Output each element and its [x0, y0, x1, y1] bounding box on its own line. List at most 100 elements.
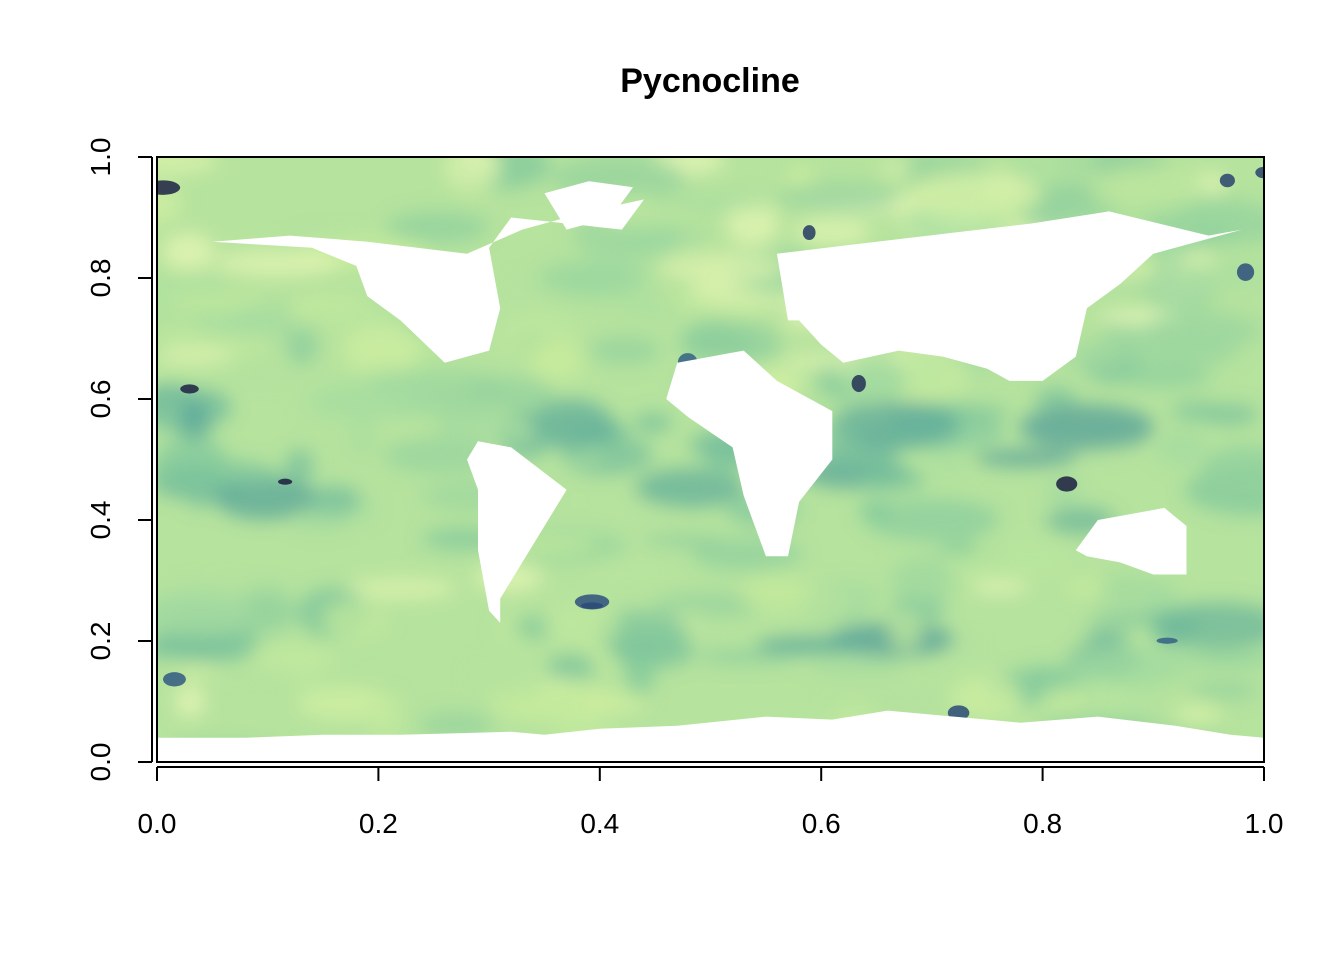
raster-cell: [214, 249, 343, 278]
y-tick-label: 0.8: [85, 259, 116, 298]
raster-cell: [341, 323, 420, 376]
raster-cell: [1019, 404, 1155, 451]
raster-cell: [544, 653, 597, 680]
raster-cell: [1034, 386, 1077, 412]
raster-cell: [236, 585, 296, 636]
raster-cell: [645, 194, 767, 212]
y-tick-label: 0.2: [85, 622, 116, 661]
raster-cell-dark: [574, 594, 610, 610]
raster-cell: [831, 400, 960, 450]
land-mask: [157, 181, 1264, 762]
raster-cell: [1177, 196, 1262, 233]
raster-cell: [1004, 157, 1099, 186]
raster-cell: [346, 414, 378, 458]
raster-cell: [537, 260, 642, 296]
raster-cell-dark: [802, 225, 816, 241]
raster-cell: [346, 576, 458, 601]
raster-cell-dark: [180, 384, 199, 394]
raster-cell: [567, 449, 604, 465]
raster-cell: [255, 644, 337, 672]
raster-cell: [235, 704, 277, 726]
raster-cell: [157, 157, 220, 176]
raster-cell-dark: [162, 672, 186, 687]
raster-cell: [946, 541, 977, 556]
raster-cell: [634, 468, 745, 508]
raster-cell: [468, 655, 552, 698]
raster-cell: [622, 301, 681, 317]
raster-cell: [302, 485, 362, 516]
raster-cell: [1091, 163, 1211, 216]
raster-cell: [1068, 646, 1191, 687]
raster-cell: [290, 512, 350, 531]
land-mask-greenland: [544, 181, 633, 230]
raster-cell: [588, 336, 661, 365]
raster-cell: [644, 534, 727, 548]
raster-cell: [161, 232, 216, 271]
raster-cell: [865, 498, 1000, 542]
raster-cell-dark: [1156, 637, 1178, 644]
raster-cell: [174, 683, 206, 719]
raster-cell: [845, 356, 906, 405]
raster-cell: [578, 690, 648, 716]
land-mask-eurasia: [776, 211, 1242, 381]
raster-cell: [418, 711, 494, 739]
raster-cell: [1176, 262, 1264, 288]
raster-cell: [695, 650, 794, 664]
raster-cell: [165, 294, 271, 311]
raster-cell: [186, 480, 215, 509]
raster-cell: [859, 466, 926, 492]
raster-cell: [308, 382, 436, 422]
raster-cell: [157, 458, 278, 489]
raster-cell: [219, 365, 298, 382]
x-tick-label: 1.0: [1245, 808, 1284, 839]
raster-cell: [810, 655, 904, 674]
raster-cell: [157, 347, 235, 364]
raster-cell: [1202, 444, 1264, 490]
raster-cell: [434, 416, 542, 441]
raster-cell: [284, 449, 315, 484]
raster-cell: [633, 413, 673, 433]
land-mask-south-america: [467, 441, 567, 623]
raster-cell: [725, 201, 780, 246]
raster-cell: [1183, 650, 1264, 668]
x-tick-label: 0.8: [1023, 808, 1062, 839]
raster-cell: [658, 252, 787, 283]
raster-cell: [322, 600, 389, 641]
land-mask-africa: [666, 350, 833, 557]
raster-cell: [1066, 577, 1108, 598]
raster-cell-dark: [1056, 476, 1078, 492]
raster-cell: [1101, 314, 1141, 354]
x-axis: 0.0 0.2 0.4 0.6 0.8 1.0: [138, 766, 1284, 839]
raster-cell: [739, 574, 808, 610]
raster-cell: [1084, 628, 1130, 646]
x-tick-label: 0.0: [138, 808, 177, 839]
raster-cell: [443, 157, 501, 192]
y-tick-label: 0.4: [85, 501, 116, 540]
raster-cell: [1142, 310, 1260, 351]
plot-frame: [156, 156, 1265, 763]
x-tick-label: 0.2: [359, 808, 398, 839]
raster-cell: [889, 610, 922, 651]
raster-cell: [360, 369, 437, 383]
raster-cell: [157, 589, 254, 636]
raster-blotches: [157, 157, 1264, 762]
y-axis: 0.0 0.2 0.4 0.6 0.8 1.0: [85, 138, 153, 781]
raster-cell: [653, 592, 767, 617]
raster-cell: [1188, 680, 1260, 701]
x-tick-label: 0.6: [802, 808, 841, 839]
raster-cell: [178, 661, 218, 677]
raster-cell: [858, 498, 892, 522]
raster-cell: [624, 648, 655, 698]
raster-cell: [1156, 430, 1208, 467]
raster-cell: [974, 449, 1078, 467]
raster-cell: [543, 602, 619, 646]
raster-cell: [943, 539, 1072, 584]
y-tick-label: 0.6: [85, 380, 116, 419]
raster-cell: [529, 341, 585, 383]
raster-cell: [756, 634, 865, 656]
raster-cell: [950, 676, 1023, 720]
raster-cell: [367, 693, 402, 741]
raster-cell: [1152, 602, 1264, 650]
